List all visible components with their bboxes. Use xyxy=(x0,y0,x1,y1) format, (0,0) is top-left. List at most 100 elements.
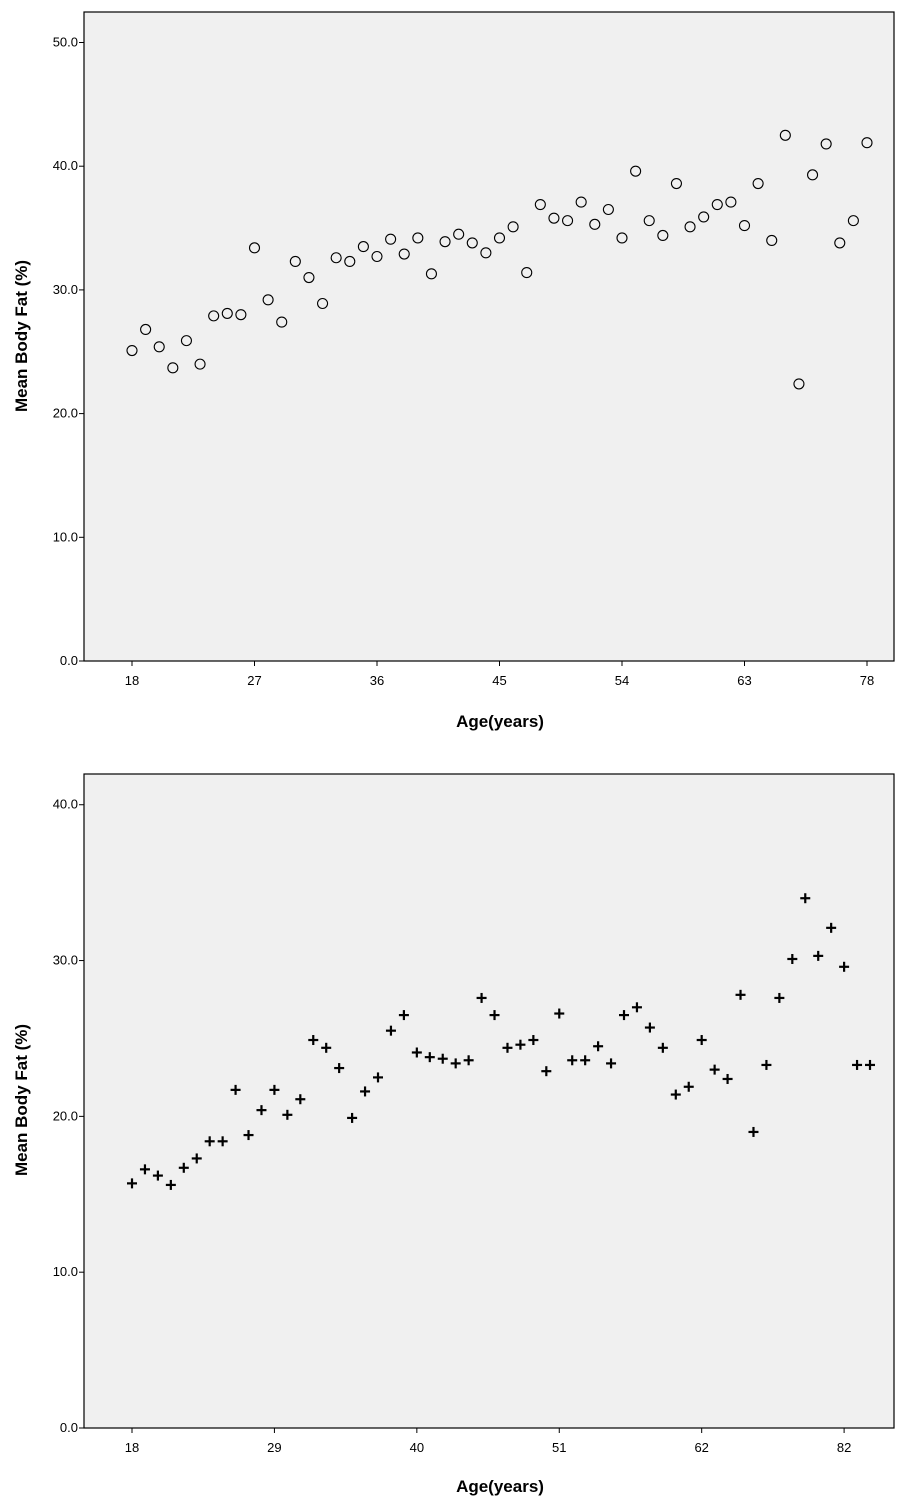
data-point xyxy=(371,250,383,263)
data-point xyxy=(289,255,301,268)
x-tick-label: 51 xyxy=(552,1440,566,1455)
data-point xyxy=(269,1084,280,1095)
data-point xyxy=(476,992,487,1003)
data-point xyxy=(684,221,696,233)
data-point xyxy=(643,215,655,227)
data-point xyxy=(657,229,669,242)
data-point xyxy=(230,1084,241,1095)
data-point xyxy=(243,1130,254,1141)
data-point xyxy=(698,211,710,223)
x-tick-label: 29 xyxy=(267,1440,281,1455)
data-point xyxy=(412,232,424,244)
data-point xyxy=(683,1081,694,1092)
y-axis: 0.0 10.0 20.0 30.0 40.0 xyxy=(53,797,84,1435)
x-tick-label: 36 xyxy=(370,673,384,688)
data-point xyxy=(644,1022,655,1033)
data-point xyxy=(204,1136,215,1147)
x-axis-title: Age(years) xyxy=(456,712,544,731)
chart-bottom: 0.0 10.0 20.0 30.0 40.0 18 29 40 51 62 82 Age(yea… xyxy=(12,773,895,1496)
data-point xyxy=(807,169,819,181)
data-point xyxy=(262,294,274,306)
data-point xyxy=(152,1170,163,1181)
data-point xyxy=(834,237,846,249)
plot-area xyxy=(83,11,895,662)
data-point xyxy=(191,1153,202,1164)
x-tick-label: 40 xyxy=(410,1440,424,1455)
data-point xyxy=(450,1058,461,1069)
data-point xyxy=(670,177,682,190)
data-point xyxy=(303,271,315,284)
data-point xyxy=(709,1064,720,1075)
data-point xyxy=(180,335,192,347)
data-point xyxy=(194,358,206,370)
x-tick-label: 78 xyxy=(860,673,874,688)
data-point xyxy=(344,255,356,268)
y-axis-title: Mean Body Fat (%) xyxy=(12,1024,31,1176)
data-point xyxy=(127,1178,137,1189)
data-point xyxy=(221,307,233,319)
y-tick-label: 10.0 xyxy=(53,529,78,544)
data-point xyxy=(589,218,601,230)
data-point xyxy=(398,248,410,260)
data-point xyxy=(330,252,342,264)
data-point xyxy=(425,268,437,280)
data-point xyxy=(480,247,492,259)
data-point xyxy=(800,893,811,904)
y-tick-label: 40.0 xyxy=(53,158,78,173)
data-point xyxy=(826,922,837,933)
y-axis: 0.0 10.0 20.0 30.0 40.0 50.0 xyxy=(53,35,84,668)
y-axis-title: Mean Body Fat (%) xyxy=(12,260,31,412)
y-tick-label: 0.0 xyxy=(60,1420,78,1435)
data-point xyxy=(722,1073,733,1084)
data-point xyxy=(489,1010,500,1021)
data-point xyxy=(738,220,751,232)
data-point xyxy=(630,165,642,177)
data-point xyxy=(865,1059,875,1070)
data-point xyxy=(839,961,850,972)
x-axis-title: Age(years) xyxy=(456,1477,544,1496)
data-point xyxy=(521,267,533,279)
data-point xyxy=(308,1035,319,1046)
data-point xyxy=(593,1041,604,1052)
data-point xyxy=(347,1112,358,1123)
x-tick-label: 62 xyxy=(694,1440,708,1455)
x-axis: 18 29 40 51 62 82 xyxy=(125,1428,851,1455)
data-points xyxy=(126,129,873,390)
data-point xyxy=(507,221,519,233)
data-point xyxy=(466,237,478,249)
data-point xyxy=(711,198,723,211)
data-point xyxy=(165,1179,176,1190)
data-point xyxy=(779,129,791,141)
data-point xyxy=(657,1042,668,1053)
data-point xyxy=(411,1047,422,1058)
data-point xyxy=(861,137,873,149)
data-point xyxy=(515,1039,526,1050)
x-tick-label: 27 xyxy=(247,673,261,688)
data-point xyxy=(373,1072,383,1083)
data-point xyxy=(282,1109,293,1120)
data-point xyxy=(439,236,451,248)
data-point xyxy=(670,1089,681,1100)
data-point xyxy=(208,310,220,322)
data-point xyxy=(534,198,546,211)
y-tick-label: 30.0 xyxy=(53,282,78,297)
data-point xyxy=(493,232,506,244)
data-point xyxy=(748,1126,759,1137)
data-point xyxy=(696,1035,707,1046)
data-point xyxy=(602,203,614,216)
data-point xyxy=(793,378,805,390)
data-point xyxy=(735,989,746,1000)
y-tick-label: 20.0 xyxy=(53,1108,78,1123)
data-point xyxy=(631,1002,642,1013)
y-tick-label: 50.0 xyxy=(53,35,78,50)
x-tick-label: 82 xyxy=(837,1440,851,1455)
y-tick-label: 10.0 xyxy=(53,1264,78,1279)
data-point xyxy=(385,233,397,245)
y-tick-label: 40.0 xyxy=(53,797,78,812)
x-tick-label: 63 xyxy=(737,673,751,688)
data-point xyxy=(178,1162,189,1173)
data-point xyxy=(295,1094,306,1105)
data-point xyxy=(167,362,179,374)
data-point xyxy=(761,1059,772,1070)
data-point xyxy=(752,177,764,190)
